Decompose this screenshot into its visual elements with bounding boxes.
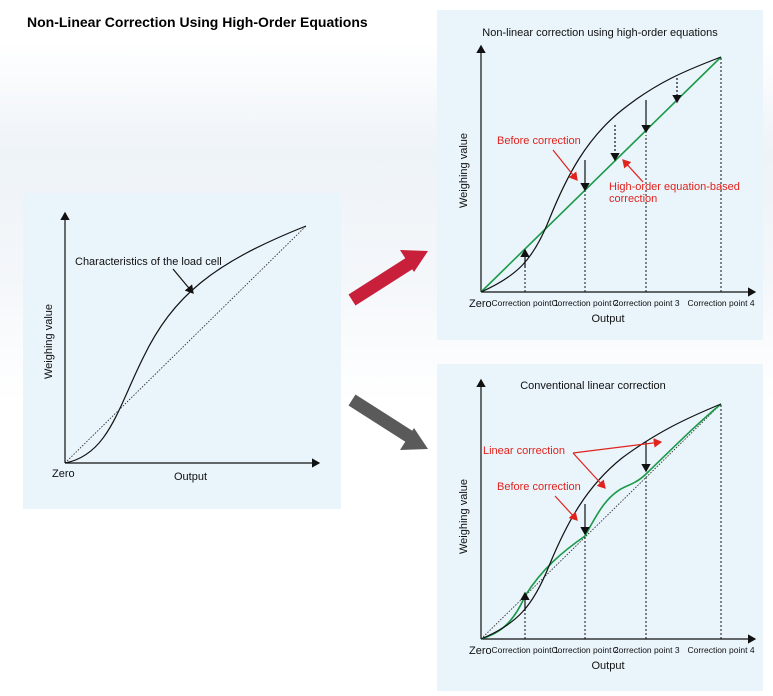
cp3-label: Correction point 3	[612, 645, 679, 655]
before-correction-curve	[480, 56, 722, 293]
linear-correction-diagram: Conventional linear correction Linear co…	[437, 364, 763, 691]
linear-pointer-1	[572, 438, 663, 454]
cp4-label: Correction point 4	[687, 298, 754, 308]
cp2-label: Correction point 2	[551, 298, 618, 308]
ideal-line	[64, 225, 307, 464]
zero-label: Zero	[469, 645, 492, 657]
y-axis-label: Weighing value	[458, 133, 470, 208]
zero-label: Zero	[469, 298, 492, 310]
panel-heading: Non-linear correction using high-order e…	[482, 27, 718, 39]
annotation-text: Characteristics of the load cell	[75, 256, 222, 268]
after-pointer	[622, 159, 644, 183]
cp3-label: Correction point 3	[612, 298, 679, 308]
panel-heading: Conventional linear correction	[520, 380, 666, 392]
after-label-line2: correction	[609, 193, 657, 205]
x-axis-label: Output	[591, 660, 624, 672]
page-title: Non-Linear Correction Using High-Order E…	[27, 14, 368, 30]
y-axis-label: Weighing value	[458, 479, 470, 554]
y-axis-label: Weighing value	[43, 304, 55, 379]
annotation-pointer	[172, 268, 194, 294]
before-pointer	[554, 495, 578, 521]
x-axis-label: Output	[174, 471, 207, 483]
corrected-line	[480, 56, 722, 293]
ideal-line	[480, 403, 722, 640]
before-pointer	[552, 149, 578, 181]
before-correction-label: Before correction	[497, 481, 581, 493]
red-arrow-icon	[348, 250, 428, 306]
load-cell-diagram: Characteristics of the load cell Zero Ou…	[23, 193, 341, 509]
cp2-label: Correction point 2	[551, 645, 618, 655]
gray-arrow-icon	[348, 394, 428, 450]
before-correction-label: Before correction	[497, 135, 581, 147]
cp1-label: Correction point 1	[491, 645, 558, 655]
linear-correction-curve	[480, 403, 722, 640]
zero-label: Zero	[52, 468, 75, 480]
linear-correction-label: Linear correction	[483, 445, 565, 457]
before-correction-curve	[480, 403, 722, 640]
high-order-correction-diagram: Non-linear correction using high-order e…	[437, 10, 763, 340]
cp1-label: Correction point 1	[491, 298, 558, 308]
cp4-label: Correction point 4	[687, 645, 754, 655]
linear-pointer-2	[572, 452, 606, 489]
load-cell-curve	[64, 225, 307, 464]
x-axis-label: Output	[591, 313, 624, 325]
after-label-line1: High-order equation-based	[609, 181, 740, 193]
